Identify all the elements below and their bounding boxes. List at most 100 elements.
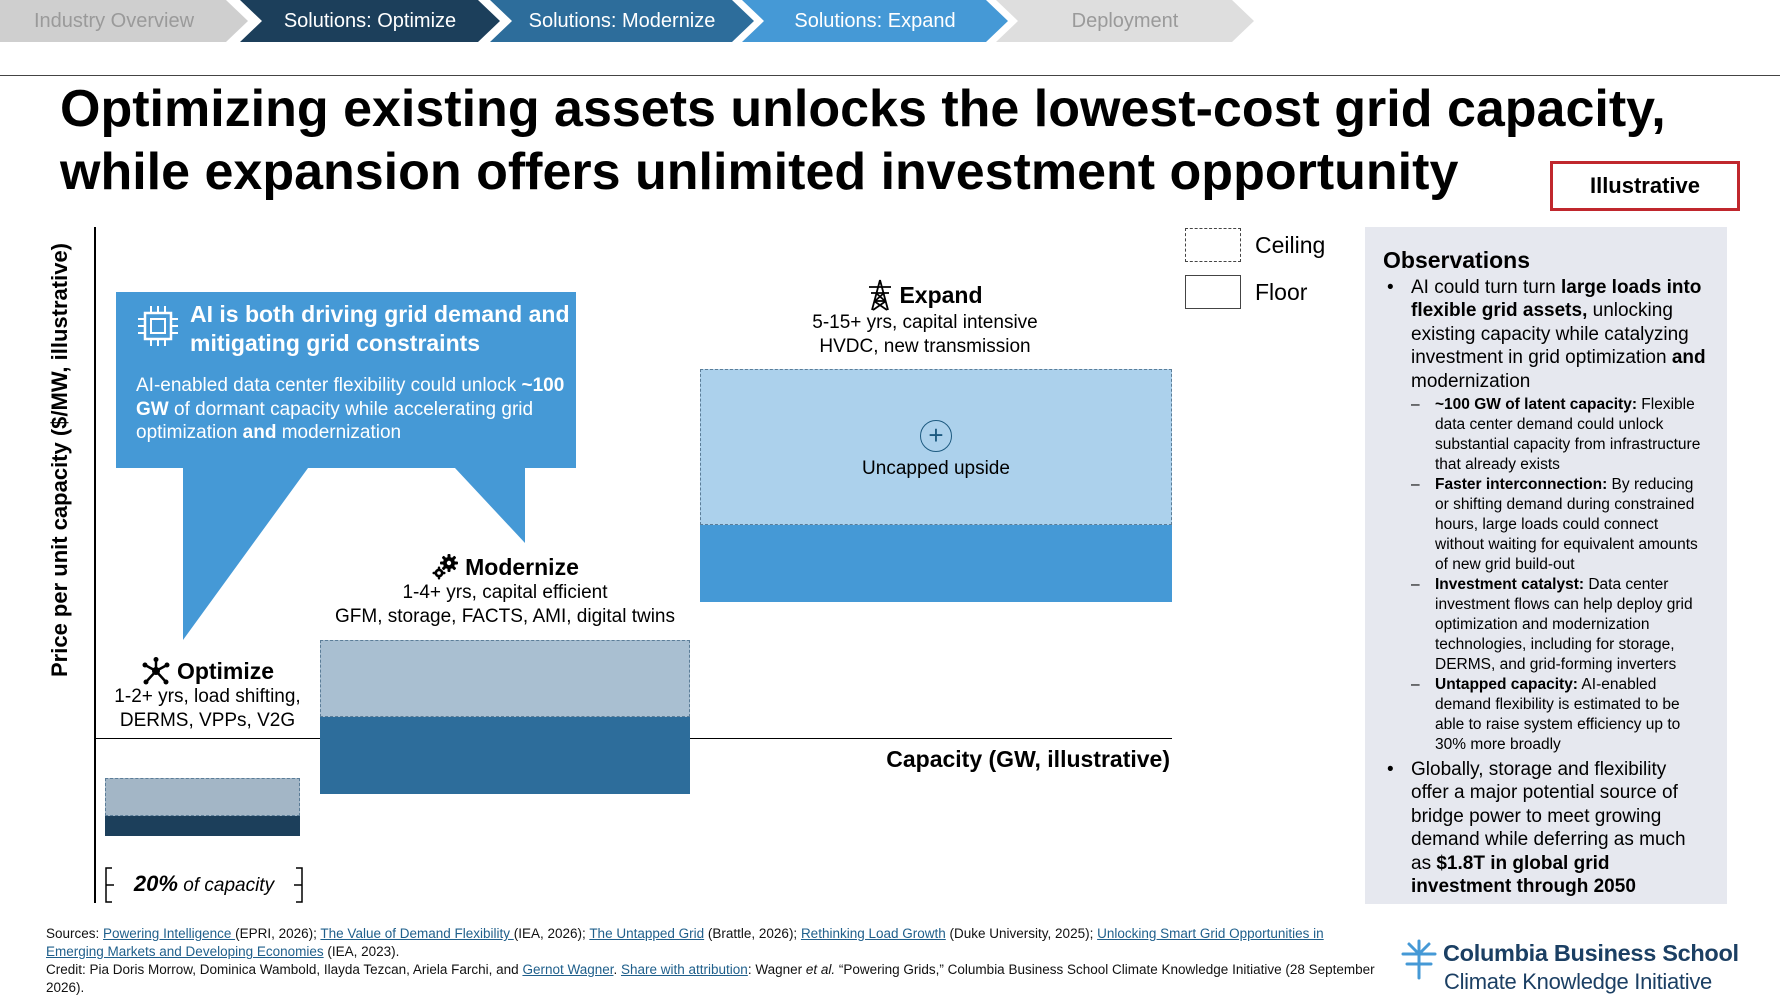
source-link[interactable]: The Value of Demand Flexibility [320, 926, 514, 941]
footer-text: Sources: [46, 926, 104, 941]
credit-line: Credit: Pia Doris Morrow, Dominica Wambo… [46, 961, 1376, 997]
slide-title: Optimizing existing assets unlocks the l… [60, 78, 1700, 204]
modernize-line-1: 1-4+ yrs, capital efficient [402, 582, 608, 603]
author-link[interactable]: Gernot Wagner [522, 962, 614, 977]
legend-swatch-dashed [1185, 228, 1241, 262]
brace-suffix: of capacity [177, 875, 275, 896]
title-line-2: while expansion offers unlimited investm… [60, 143, 1459, 201]
obs-bold: ~100 GW of latent capacity: [1435, 396, 1637, 414]
callout-bold: ~100 GW [136, 375, 565, 420]
legend-floor: Floor [1185, 275, 1307, 309]
legend-ceiling: Ceiling [1185, 228, 1325, 262]
callout-text: of dormant capacity while accelerating g… [136, 398, 534, 444]
obs-bold: Untapped capacity: [1435, 676, 1578, 694]
callout-text: modernization [276, 422, 402, 443]
capacity-brace [105, 867, 303, 903]
footer-text: : Wagner [747, 962, 806, 977]
obs-text: modernization [1411, 370, 1531, 392]
y-axis-title-text: Price per unit capacity ($/MW, illustrat… [47, 242, 72, 678]
optimize-heading: Optimize [100, 657, 315, 685]
source-link[interactable]: Powering Intelligence [103, 926, 236, 941]
nav-item-industry-overview[interactable]: Industry Overview [0, 0, 248, 42]
observation-subitem: Untapped capacity: AI-enabled demand fle… [1383, 675, 1709, 755]
observations-panel: Observations AI could turn turn large lo… [1365, 227, 1727, 904]
optimize-name: Optimize [176, 658, 275, 684]
optimize-line-2: DERMS, VPPs, V2G [119, 710, 296, 731]
footer-text: “Powering Grids,” Columbia Business Scho… [46, 962, 1375, 995]
x-axis-title: Capacity (GW, illustrative) [886, 746, 1170, 772]
modernize-name: Modernize [465, 554, 579, 580]
obs-bold: large loads into flexible grid assets, [1411, 277, 1702, 322]
columbia-crown-logo-icon [1401, 939, 1437, 980]
nav-label: Deployment [1071, 9, 1179, 32]
chip-icon [138, 306, 178, 346]
callout-bold: and [242, 422, 277, 443]
logo-subtitle: Climate Knowledge Initiative [1444, 969, 1712, 994]
obs-bold: $1.8T in global grid investment through … [1411, 852, 1636, 898]
obs-bold: Investment catalyst: [1435, 576, 1585, 594]
ai-callout-title-text: AI is both driving grid demand and mitig… [190, 301, 570, 356]
header-divider [0, 75, 1780, 76]
plus-circle-icon: + [920, 420, 952, 452]
nav-item-solutions-expand[interactable]: Solutions: Expand [742, 0, 1008, 42]
attribution-link[interactable]: Share with attribution [621, 962, 748, 977]
transmission-tower-icon [869, 279, 892, 311]
footer-text: (IEA, 2026); [513, 926, 590, 941]
illustrative-badge: Illustrative [1550, 161, 1740, 211]
optimize-line-1: 1-2+ yrs, load shifting, [114, 686, 301, 707]
nav-label: Solutions: Expand [794, 9, 956, 32]
modernize-ceiling-box [320, 640, 690, 717]
sources-line: Sources: Powering Intelligence (EPRI, 20… [46, 925, 1376, 961]
obs-text: By reducing or shifting demand during co… [1435, 476, 1698, 574]
callout-text: AI-enabled data center flexibility could… [136, 375, 522, 396]
legend-label: Ceiling [1255, 231, 1326, 258]
obs-bold: and [1671, 347, 1706, 369]
modernize-floor-box [320, 717, 690, 794]
footer-text: . [613, 962, 621, 977]
footer-text: (IEA, 2023). [323, 944, 400, 959]
obs-text: Flexible data center demand could unlock… [1435, 396, 1701, 474]
optimize-ceiling-box [105, 778, 300, 816]
uncapped-upside-label: Uncapped upside [862, 458, 1010, 479]
observation-item: Globally, storage and flexibility offer … [1383, 758, 1709, 898]
source-link[interactable]: Unlocking Smart Grid Opportunities in Em… [46, 926, 1324, 959]
gears-icon [432, 554, 459, 580]
nav-item-solutions-modernize[interactable]: Solutions: Modernize [490, 0, 754, 42]
source-link[interactable]: Rethinking Load Growth [800, 926, 946, 941]
obs-bold: Faster interconnection: [1435, 476, 1608, 494]
nav-item-deployment[interactable]: Deployment [996, 0, 1254, 42]
observation-subitem: Investment catalyst: Data center investm… [1383, 575, 1709, 675]
nav-label: Solutions: Modernize [528, 9, 716, 32]
expand-name: Expand [899, 282, 983, 308]
nav-label: Industry Overview [33, 9, 195, 32]
expand-line-1: 5-15+ yrs, capital intensive [812, 312, 1038, 333]
obs-text: unlocking existing capacity while cataly… [1411, 300, 1689, 369]
expand-line-2: HVDC, new transmission [819, 336, 1031, 357]
capacity-brace-label: 20% of capacity [104, 871, 304, 897]
footer-text: (Duke University, 2025); [945, 926, 1098, 941]
y-axis [94, 227, 96, 903]
title-line-1: Optimizing existing assets unlocks the l… [60, 80, 1666, 138]
network-hub-icon [142, 657, 170, 685]
section-nav: Industry Overview Solutions: Optimize So… [0, 0, 1260, 42]
modernize-label: Modernize 1-4+ yrs, capital efficient GF… [300, 553, 710, 629]
footer-text: (EPRI, 2026); [235, 926, 321, 941]
observation-subitem: ~100 GW of latent capacity: Flexible dat… [1383, 395, 1709, 475]
expand-heading: Expand [740, 279, 1110, 311]
expand-label: Expand 5-15+ yrs, capital intensive HVDC… [740, 279, 1110, 359]
obs-text: AI could turn turn [1411, 277, 1561, 298]
nav-label: Solutions: Optimize [283, 9, 457, 32]
observation-item: AI could turn turn large loads into flex… [1383, 276, 1709, 755]
observation-subitem: Faster interconnection: By reducing or s… [1383, 475, 1709, 575]
source-link[interactable]: The Untapped Grid [589, 926, 705, 941]
footer-sources: Sources: Powering Intelligence (EPRI, 20… [46, 925, 1376, 997]
footer-text: (Brattle, 2026); [704, 926, 801, 941]
observation-sublist: ~100 GW of latent capacity: Flexible dat… [1383, 395, 1709, 755]
ai-callout-body: AI-enabled data center flexibility could… [136, 374, 576, 445]
uncapped-upside: + Uncapped upside [700, 420, 1172, 480]
legend-swatch-solid [1185, 275, 1241, 309]
obs-text: AI-enabled demand flexibility is estimat… [1435, 676, 1681, 754]
optimize-label: Optimize 1-2+ yrs, load shifting, DERMS,… [100, 657, 315, 733]
nav-item-solutions-optimize[interactable]: Solutions: Optimize [240, 0, 500, 42]
modernize-heading: Modernize [300, 553, 710, 581]
